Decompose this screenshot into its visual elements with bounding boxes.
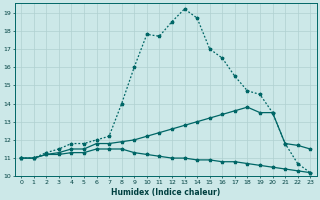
X-axis label: Humidex (Indice chaleur): Humidex (Indice chaleur) (111, 188, 220, 197)
